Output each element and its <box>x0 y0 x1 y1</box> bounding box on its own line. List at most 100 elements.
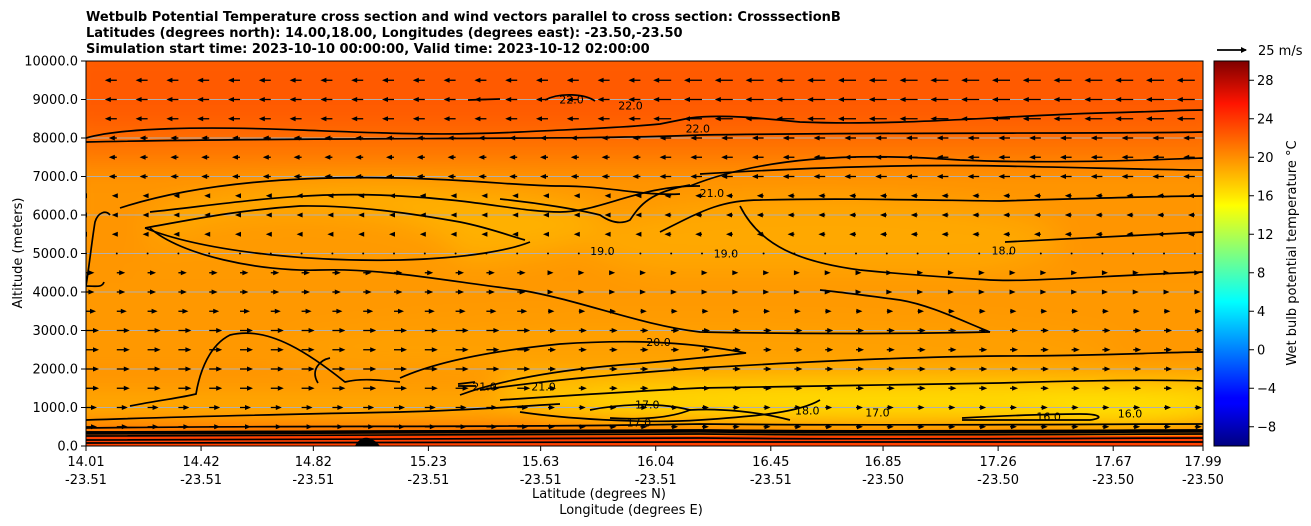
wind-vector-head <box>1071 289 1078 295</box>
wind-vector-head <box>1126 193 1133 199</box>
wind-vector-head <box>1146 116 1152 122</box>
colorbar-ticks: −8 −4 0 4 8 12 16 20 24 28 <box>1249 74 1276 435</box>
wind-vector-head <box>1003 231 1010 237</box>
wind-vector-head <box>277 328 284 333</box>
wind-vector-head <box>447 154 454 160</box>
wind-vector-head <box>493 366 500 372</box>
wind-vector-head <box>604 231 611 237</box>
wind-vector-head <box>578 289 585 295</box>
wind-vector-head <box>566 97 573 102</box>
wind-vector-head <box>765 347 772 353</box>
x-tick-label-lon: -23.50 <box>1182 473 1224 488</box>
wind-vector-head <box>104 97 111 102</box>
wind-vector-head <box>1164 424 1171 430</box>
y-tick-label: 8000.0 <box>33 132 79 147</box>
wind-vector-head <box>1152 135 1159 141</box>
wind-vector-head <box>216 366 223 372</box>
wind-vector-head <box>211 270 218 276</box>
wind-vector-head <box>235 212 241 218</box>
wind-vector <box>1101 252 1104 255</box>
wind-vector-head <box>152 424 159 430</box>
wind-vector-head <box>386 154 392 160</box>
wind-vector-head <box>886 289 893 295</box>
wind-vector-head <box>726 193 732 199</box>
wind-vector-head <box>642 385 649 391</box>
x-tick-label-lon: -23.50 <box>862 473 904 488</box>
wind-vector-head <box>640 308 647 314</box>
y-tick-label: 3000.0 <box>33 324 79 339</box>
wind-vector-head <box>1012 328 1019 333</box>
wind-vector-head <box>139 174 146 179</box>
x-tick-label-lon: -23.51 <box>407 473 449 488</box>
wind-vector-head <box>992 77 998 83</box>
wind-vector-head <box>1133 308 1140 314</box>
wind-vector-head <box>992 116 998 122</box>
contour-22-main <box>86 109 1203 139</box>
wind-vector-head <box>628 77 635 83</box>
wind-vector-head <box>1104 385 1111 391</box>
wind-vector-head <box>888 385 895 391</box>
wind-vector-head <box>628 116 635 122</box>
wind-vector-head <box>849 193 856 199</box>
wind-vector-head <box>610 405 617 410</box>
wind-vector-head <box>566 116 573 122</box>
wind-vector-head <box>481 193 488 199</box>
contour-19-lower-right <box>739 205 1203 282</box>
wind-vector-head <box>170 154 177 160</box>
wind-vector-head <box>721 154 728 160</box>
wind-vector-head <box>787 212 794 218</box>
wind-vector-head <box>763 289 770 295</box>
wind-vector-head <box>273 289 280 295</box>
wind-vector <box>1163 252 1165 255</box>
wind-vector-head <box>197 97 204 102</box>
wind-vector-head <box>183 424 190 430</box>
colorbar-tick-label: 24 <box>1257 112 1274 127</box>
wind-vector-head <box>522 405 529 410</box>
contour-label: 19.0 <box>590 245 615 258</box>
wind-vector-head <box>142 212 149 218</box>
wind-vector-head <box>1183 135 1190 141</box>
contour-19-right <box>659 195 1203 233</box>
contour-labels: 22.0 22.0 22.0 21.0 19.0 19.0 18.0 20.0 21.0 21.0… <box>472 94 1142 430</box>
wind-vector-head <box>524 385 531 391</box>
wind-vector-head <box>684 97 690 102</box>
wind-vector-head <box>1009 270 1016 276</box>
wind-vector-head <box>1073 328 1080 333</box>
wind-vector-head <box>827 347 834 353</box>
wind-vector-head <box>941 193 948 199</box>
y-tick-label: 9000.0 <box>33 93 79 108</box>
wind-vector-head <box>419 193 426 199</box>
wind-vector-head <box>104 116 111 122</box>
wind-vector-head <box>536 77 542 83</box>
wind-vector-head <box>265 231 272 237</box>
wind-vector-head <box>491 424 498 430</box>
wind-vector-head <box>641 405 648 410</box>
wind-vector-head <box>389 193 395 199</box>
wind-vector-head <box>875 174 882 179</box>
wind-vector-head <box>887 405 894 410</box>
wind-vector-head <box>490 308 497 314</box>
wind-vector-head <box>111 212 118 218</box>
wind-vector-head <box>509 174 516 179</box>
wind-vector-head <box>365 270 372 276</box>
wind-vector-head <box>978 289 985 295</box>
wind-vector-head <box>462 366 469 372</box>
wind-vector-head <box>382 116 388 122</box>
wind-vector <box>146 252 149 255</box>
wind-vector-head <box>1121 154 1128 160</box>
wind-vector-head <box>1053 116 1060 122</box>
wind-vector-head <box>1034 193 1040 199</box>
wind-vector-head <box>536 116 542 122</box>
wind-vector-head <box>1042 347 1049 353</box>
wind-vector-head <box>308 328 315 333</box>
wind-vector-head <box>880 193 886 199</box>
wind-vector-head <box>166 116 173 122</box>
colorbar: −8 −4 0 4 8 12 16 20 24 28 Wet bulb potential tem… <box>1213 60 1300 447</box>
contour-19-loop <box>144 205 531 262</box>
wind-vector-head <box>401 366 407 372</box>
wind-vector-head <box>1090 154 1097 160</box>
wind-vector-head <box>998 135 1005 141</box>
wind-vector-head <box>972 212 979 218</box>
wind-vector-head <box>796 347 803 353</box>
wind-vector-head <box>1157 193 1164 199</box>
